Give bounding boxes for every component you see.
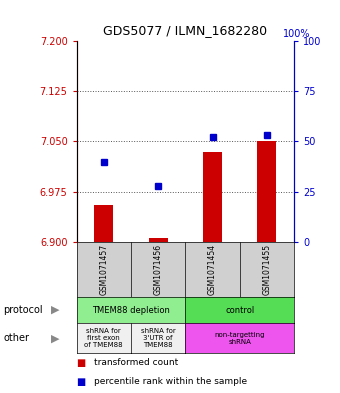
Bar [203, 151, 222, 242]
Text: GSM1071456: GSM1071456 [154, 244, 163, 295]
Text: shRNA for
3'UTR of
TMEM88: shRNA for 3'UTR of TMEM88 [141, 328, 175, 348]
Text: shRNA for
first exon
of TMEM88: shRNA for first exon of TMEM88 [84, 328, 123, 348]
Text: ■: ■ [76, 376, 86, 387]
Text: protocol: protocol [3, 305, 43, 315]
Text: ▶: ▶ [51, 333, 60, 343]
Bar [149, 238, 168, 242]
Text: other: other [3, 333, 29, 343]
Bar [94, 205, 113, 242]
Text: GSM1071457: GSM1071457 [99, 244, 108, 295]
Text: control: control [225, 306, 254, 314]
Text: non-targetting
shRNA: non-targetting shRNA [215, 332, 265, 345]
Title: GDS5077 / ILMN_1682280: GDS5077 / ILMN_1682280 [103, 24, 267, 37]
Text: ▶: ▶ [51, 305, 60, 315]
Text: GSM1071455: GSM1071455 [262, 244, 271, 295]
Text: TMEM88 depletion: TMEM88 depletion [92, 306, 170, 314]
Text: 100%: 100% [283, 29, 310, 39]
Bar [257, 141, 276, 242]
Text: percentile rank within the sample: percentile rank within the sample [94, 377, 246, 386]
Text: ■: ■ [76, 358, 86, 368]
Text: transformed count: transformed count [94, 358, 178, 367]
Text: GSM1071454: GSM1071454 [208, 244, 217, 295]
